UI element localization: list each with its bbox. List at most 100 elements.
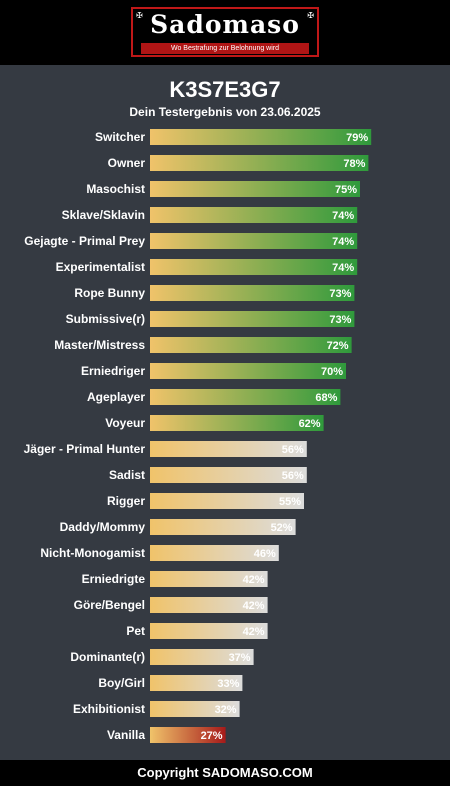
- category-label: Nicht-Monogamist: [40, 546, 145, 560]
- value-label: 32%: [215, 704, 237, 716]
- bar-mid: [150, 649, 254, 665]
- logo-tagline: Wo Bestrafung zur Belohnung wird: [141, 43, 309, 54]
- value-label: 37%: [229, 652, 251, 664]
- bar-high: [150, 129, 372, 145]
- value-label: 72%: [327, 340, 349, 352]
- header-bar: ✠ ✠ Sadomaso Wo Bestrafung zur Belohnung…: [0, 0, 450, 65]
- bar-mid: [150, 493, 304, 509]
- bar-high: [150, 155, 369, 171]
- value-label: 33%: [217, 678, 239, 690]
- value-label: 74%: [332, 236, 354, 248]
- category-label: Jäger - Primal Hunter: [24, 442, 146, 456]
- chart-row: Submissive(r) 73%: [66, 311, 355, 327]
- bar-high: [150, 207, 358, 223]
- result-subtitle: Dein Testergebnis von 23.06.2025: [129, 105, 321, 119]
- category-label: Gejagte - Primal Prey: [24, 234, 145, 248]
- category-label: Pet: [126, 624, 145, 638]
- value-label: 75%: [335, 184, 357, 196]
- result-title: K3S7E3G7: [169, 77, 281, 102]
- chart-row: Voyeur 62%: [105, 415, 324, 431]
- chart-row: Erniedriger 70%: [81, 363, 346, 379]
- chart-row: Exhibitionist 32%: [73, 701, 240, 717]
- chart-row: Pet 42%: [126, 623, 268, 639]
- bar-high: [150, 363, 346, 379]
- category-label: Experimentalist: [56, 260, 145, 274]
- value-label: 42%: [243, 574, 265, 586]
- results-bar-chart: Switcher 79% Owner 78% Masochist 75% Sklave/Sk…: [24, 129, 372, 743]
- value-label: 74%: [332, 210, 354, 222]
- category-label: Göre/Bengel: [74, 598, 145, 612]
- bar-high: [150, 337, 352, 353]
- bar-high: [150, 285, 355, 301]
- footer-copyright: Copyright SADOMASO.COM: [0, 760, 450, 786]
- chart-row: Daddy/Mommy 52%: [60, 519, 296, 535]
- chart-row: Experimentalist 74%: [56, 259, 358, 275]
- value-label: 42%: [243, 600, 265, 612]
- bar-mid: [150, 571, 268, 587]
- category-label: Erniedriger: [81, 364, 145, 378]
- value-label: 27%: [201, 730, 223, 742]
- category-label: Sadist: [109, 468, 145, 482]
- bar-mid: [150, 623, 268, 639]
- chart-row: Nicht-Monogamist 46%: [40, 545, 279, 561]
- chart-row: Switcher 79%: [95, 129, 372, 145]
- bar-mid: [150, 467, 307, 483]
- category-label: Dominante(r): [70, 650, 145, 664]
- bar-mid: [150, 519, 296, 535]
- bar-high: [150, 311, 355, 327]
- chart-row: Göre/Bengel 42%: [74, 597, 268, 613]
- value-label: 52%: [271, 522, 293, 534]
- value-label: 68%: [315, 392, 337, 404]
- bar-high: [150, 181, 360, 197]
- bar-mid: [150, 701, 240, 717]
- value-label: 46%: [254, 548, 276, 560]
- chart-row: Masochist 75%: [86, 181, 360, 197]
- value-label: 70%: [321, 366, 343, 378]
- site-logo[interactable]: ✠ ✠ Sadomaso Wo Bestrafung zur Belohnung…: [131, 7, 319, 57]
- category-label: Exhibitionist: [73, 702, 145, 716]
- value-label: 73%: [329, 288, 351, 300]
- chart-row: Ageplayer 68%: [87, 389, 341, 405]
- logo-ornament-icon: ✠: [136, 11, 143, 20]
- value-label: 73%: [329, 314, 351, 326]
- value-label: 42%: [243, 626, 265, 638]
- category-label: Daddy/Mommy: [60, 520, 146, 534]
- category-label: Owner: [108, 156, 146, 170]
- bar-mid: [150, 675, 243, 691]
- category-label: Boy/Girl: [98, 676, 145, 690]
- bar-high: [150, 259, 358, 275]
- value-label: 62%: [299, 418, 321, 430]
- chart-row: Master/Mistress 72%: [54, 337, 352, 353]
- bar-high: [150, 233, 358, 249]
- category-label: Rigger: [107, 494, 145, 508]
- chart-row: Rope Bunny 73%: [74, 285, 355, 301]
- logo-text: Sadomaso: [150, 10, 300, 39]
- value-label: 56%: [282, 470, 304, 482]
- category-label: Vanilla: [107, 728, 145, 742]
- category-label: Voyeur: [105, 416, 145, 430]
- chart-row: Vanilla 27%: [107, 727, 226, 743]
- category-label: Ageplayer: [87, 390, 145, 404]
- value-label: 74%: [332, 262, 354, 274]
- value-label: 79%: [346, 132, 368, 144]
- logo-ornament-icon: ✠: [307, 11, 314, 20]
- chart-row: Owner 78%: [108, 155, 369, 171]
- bar-mid: [150, 545, 279, 561]
- category-label: Erniedrigte: [82, 572, 146, 586]
- chart-row: Boy/Girl 33%: [98, 675, 243, 691]
- chart-row: Rigger 55%: [107, 493, 304, 509]
- chart-row: Sadist 56%: [109, 467, 307, 483]
- chart-row: Erniedrigte 42%: [82, 571, 268, 587]
- category-label: Rope Bunny: [74, 286, 145, 300]
- category-label: Submissive(r): [66, 312, 145, 326]
- value-label: 56%: [282, 444, 304, 456]
- value-label: 78%: [343, 158, 365, 170]
- bar-high: [150, 389, 341, 405]
- chart-row: Jäger - Primal Hunter 56%: [24, 441, 307, 457]
- value-label: 55%: [279, 496, 301, 508]
- bar-low: [150, 727, 226, 743]
- bar-high: [150, 415, 324, 431]
- category-label: Sklave/Sklavin: [62, 208, 145, 222]
- chart-row: Dominante(r) 37%: [70, 649, 254, 665]
- category-label: Masochist: [86, 182, 145, 196]
